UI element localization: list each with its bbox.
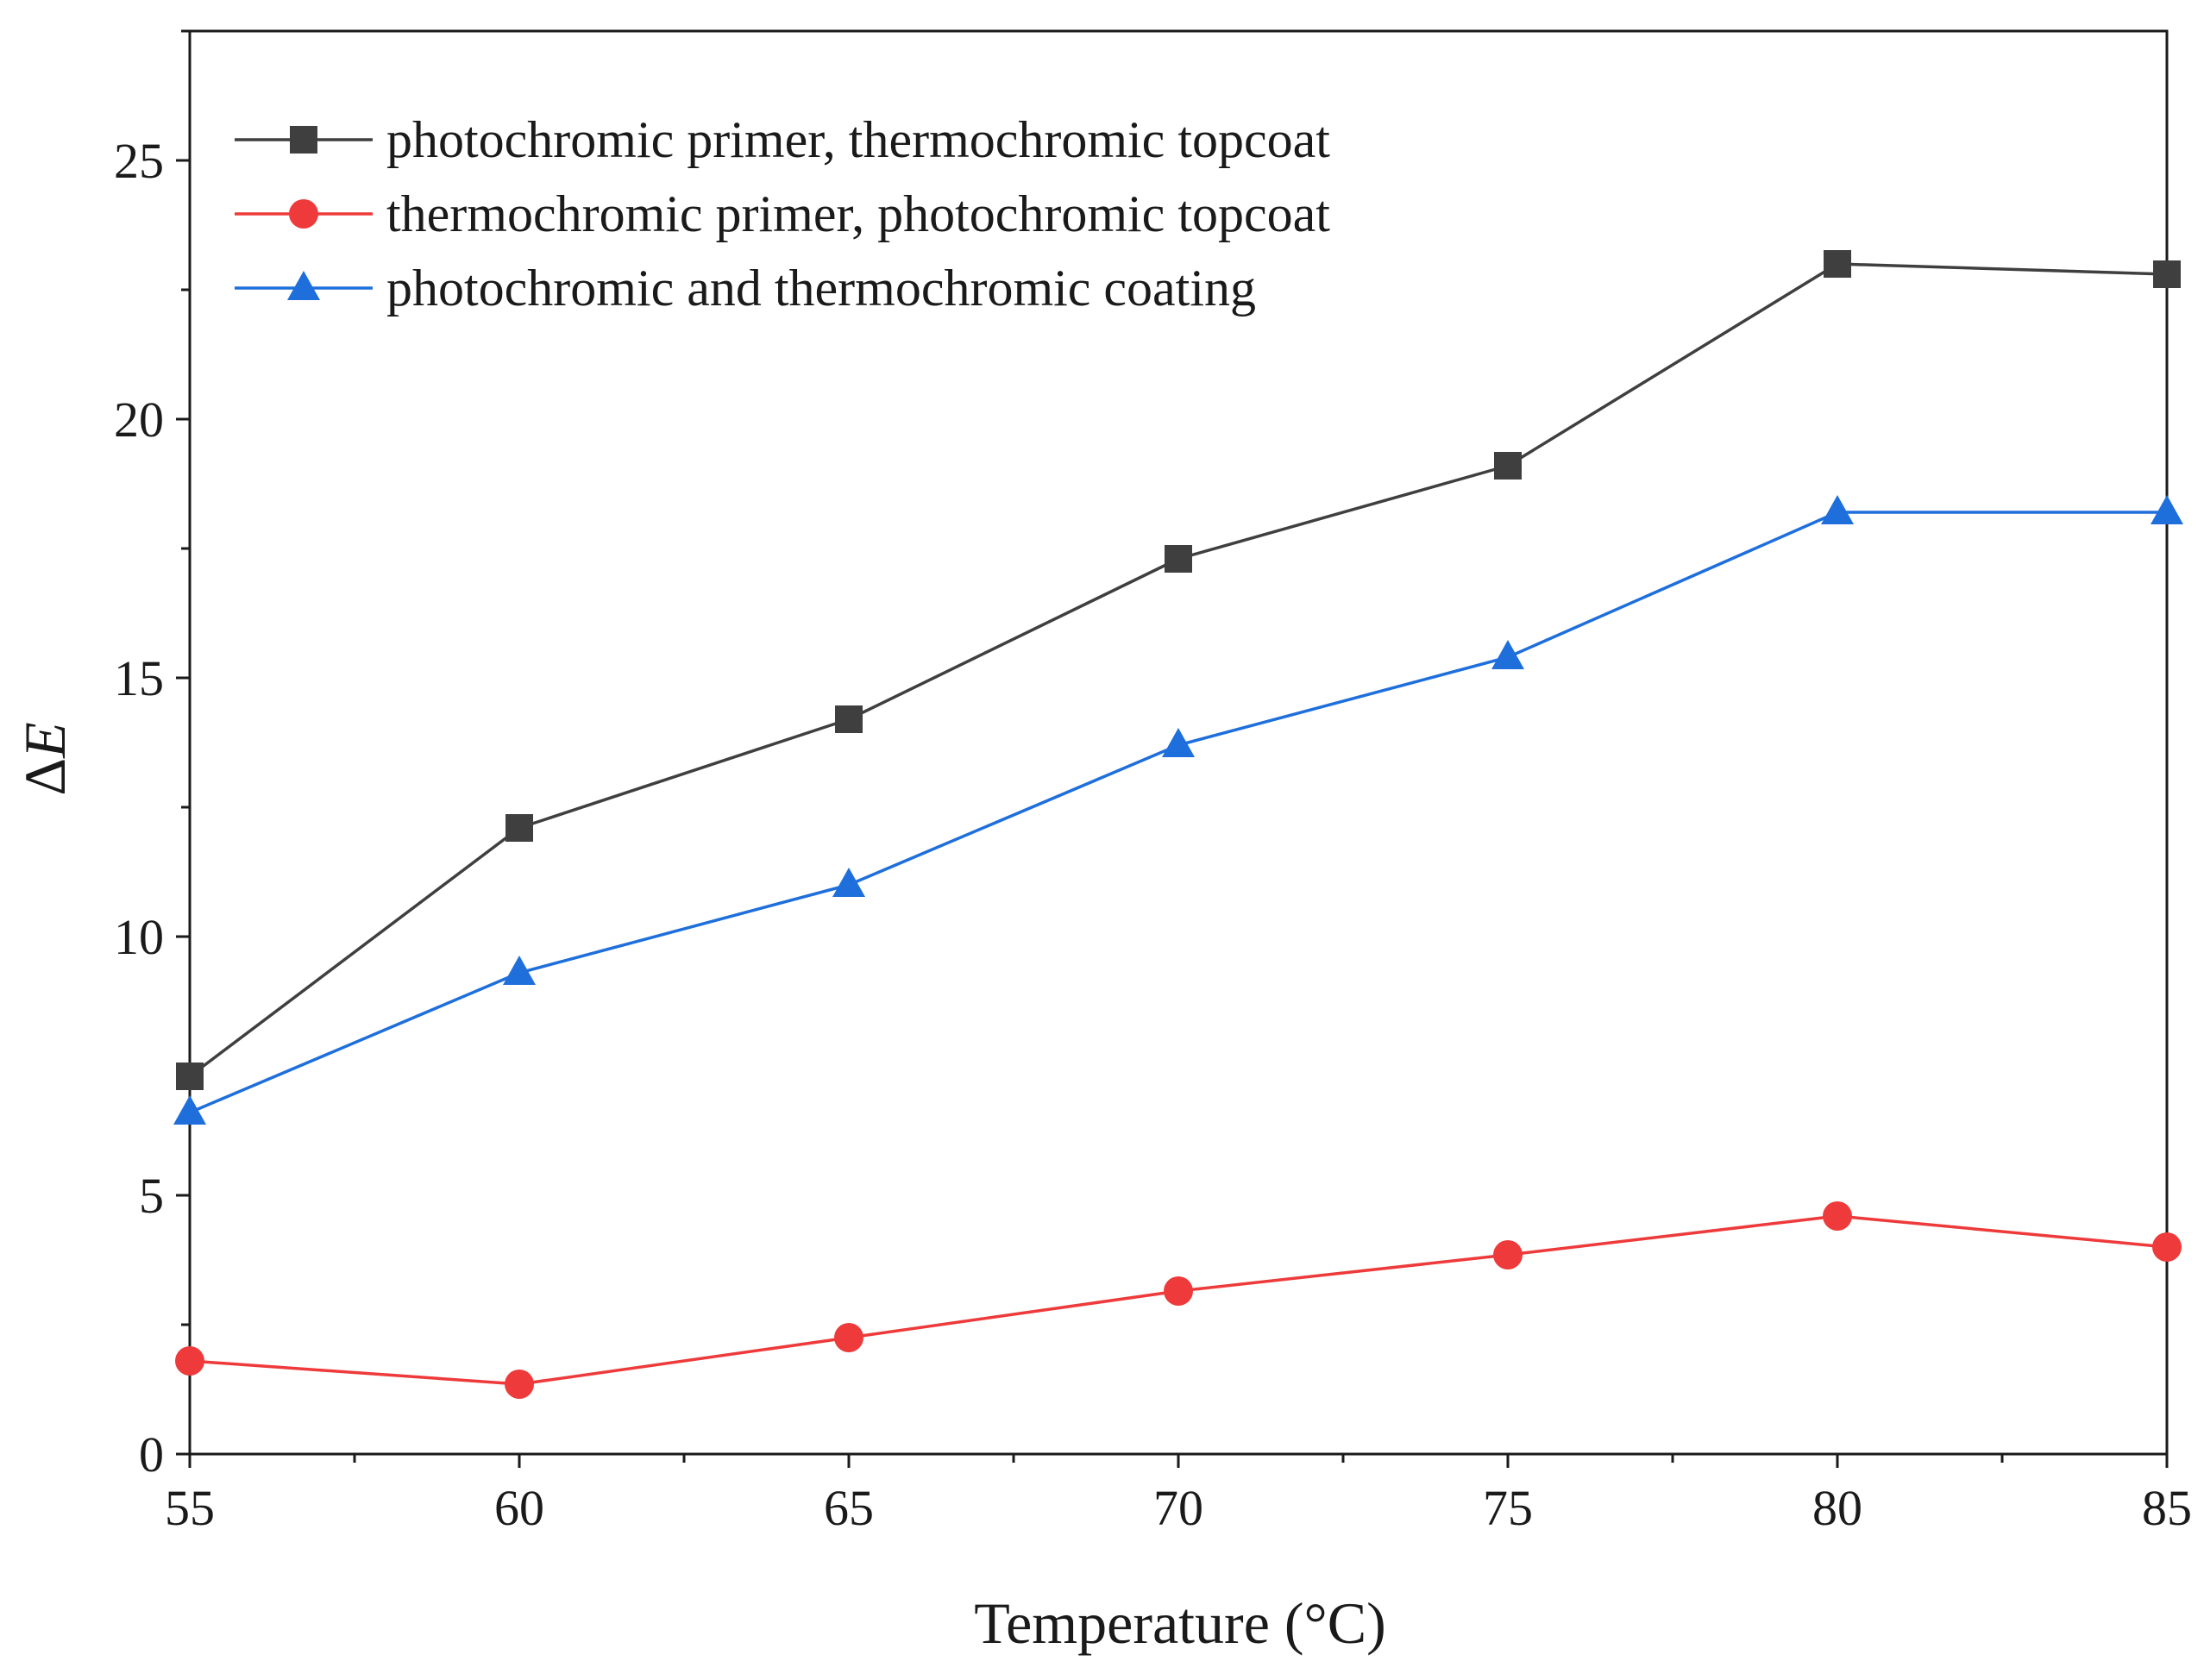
data-point	[2151, 495, 2183, 524]
data-point	[1494, 452, 1522, 480]
legend-entry: photochromic primer, thermochromic topco…	[235, 111, 1330, 168]
y-tick-label: 20	[114, 392, 164, 448]
data-point	[1493, 1240, 1523, 1269]
legend-label: thermochromic primer, photochromic topco…	[386, 185, 1330, 242]
legend-marker	[289, 199, 318, 229]
data-point	[2152, 1232, 2182, 1262]
y-axis-label-variable: E	[12, 722, 78, 759]
data-point	[1821, 495, 1854, 524]
series-line	[189, 511, 2167, 1114]
data-point	[1165, 545, 1192, 573]
legend-marker	[290, 126, 317, 154]
data-point	[1823, 1201, 1852, 1231]
x-tick-label: 85	[2142, 1480, 2192, 1536]
y-tick-label: 0	[139, 1426, 164, 1483]
axes: 55 60 65 70 75 80 85 0 5 10 15 20 25	[114, 29, 2192, 1536]
y-tick-label: 10	[114, 909, 164, 965]
data-point	[1824, 250, 1851, 278]
legend-entry: thermochromic primer, photochromic topco…	[235, 185, 1330, 242]
x-tick-label: 60	[494, 1480, 544, 1536]
x-tick-label: 80	[1812, 1480, 1862, 1536]
legend-marker	[287, 271, 320, 300]
x-axis-label: Temperature (°C)	[974, 1590, 1385, 1656]
legend-entry: photochromic and thermochromic coating	[235, 260, 1256, 317]
series-layer	[173, 250, 2183, 1399]
data-point	[1491, 640, 1524, 669]
x-tick-label: 55	[165, 1480, 215, 1536]
series-1	[176, 250, 2181, 1090]
data-point	[835, 705, 863, 733]
y-tick-label: 15	[114, 650, 164, 706]
y-tick-label: 25	[114, 133, 164, 189]
data-point	[1164, 1276, 1193, 1306]
x-tick-label: 70	[1153, 1480, 1203, 1536]
data-point	[175, 1346, 204, 1376]
data-point	[176, 1063, 204, 1090]
x-tick-label: 65	[824, 1480, 874, 1536]
legend-label: photochromic primer, thermochromic topco…	[386, 111, 1330, 168]
data-point	[505, 1370, 534, 1399]
legend-label: photochromic and thermochromic coating	[386, 260, 1256, 317]
series-2	[175, 1201, 2182, 1399]
data-point	[503, 956, 536, 985]
data-point	[173, 1095, 206, 1125]
legend: photochromic primer, thermochromic topco…	[235, 111, 1330, 317]
y-tick-label: 5	[139, 1168, 164, 1224]
data-point	[505, 814, 533, 842]
series-3	[173, 495, 2183, 1125]
y-axis-label: ΔE	[12, 722, 78, 795]
x-tick-label: 75	[1483, 1480, 1533, 1536]
data-point	[1162, 728, 1195, 757]
series-line	[188, 262, 2168, 1078]
data-point	[2153, 260, 2181, 288]
data-point	[832, 868, 865, 897]
y-axis-label-symbol: Δ	[12, 758, 78, 796]
data-point	[834, 1323, 863, 1352]
